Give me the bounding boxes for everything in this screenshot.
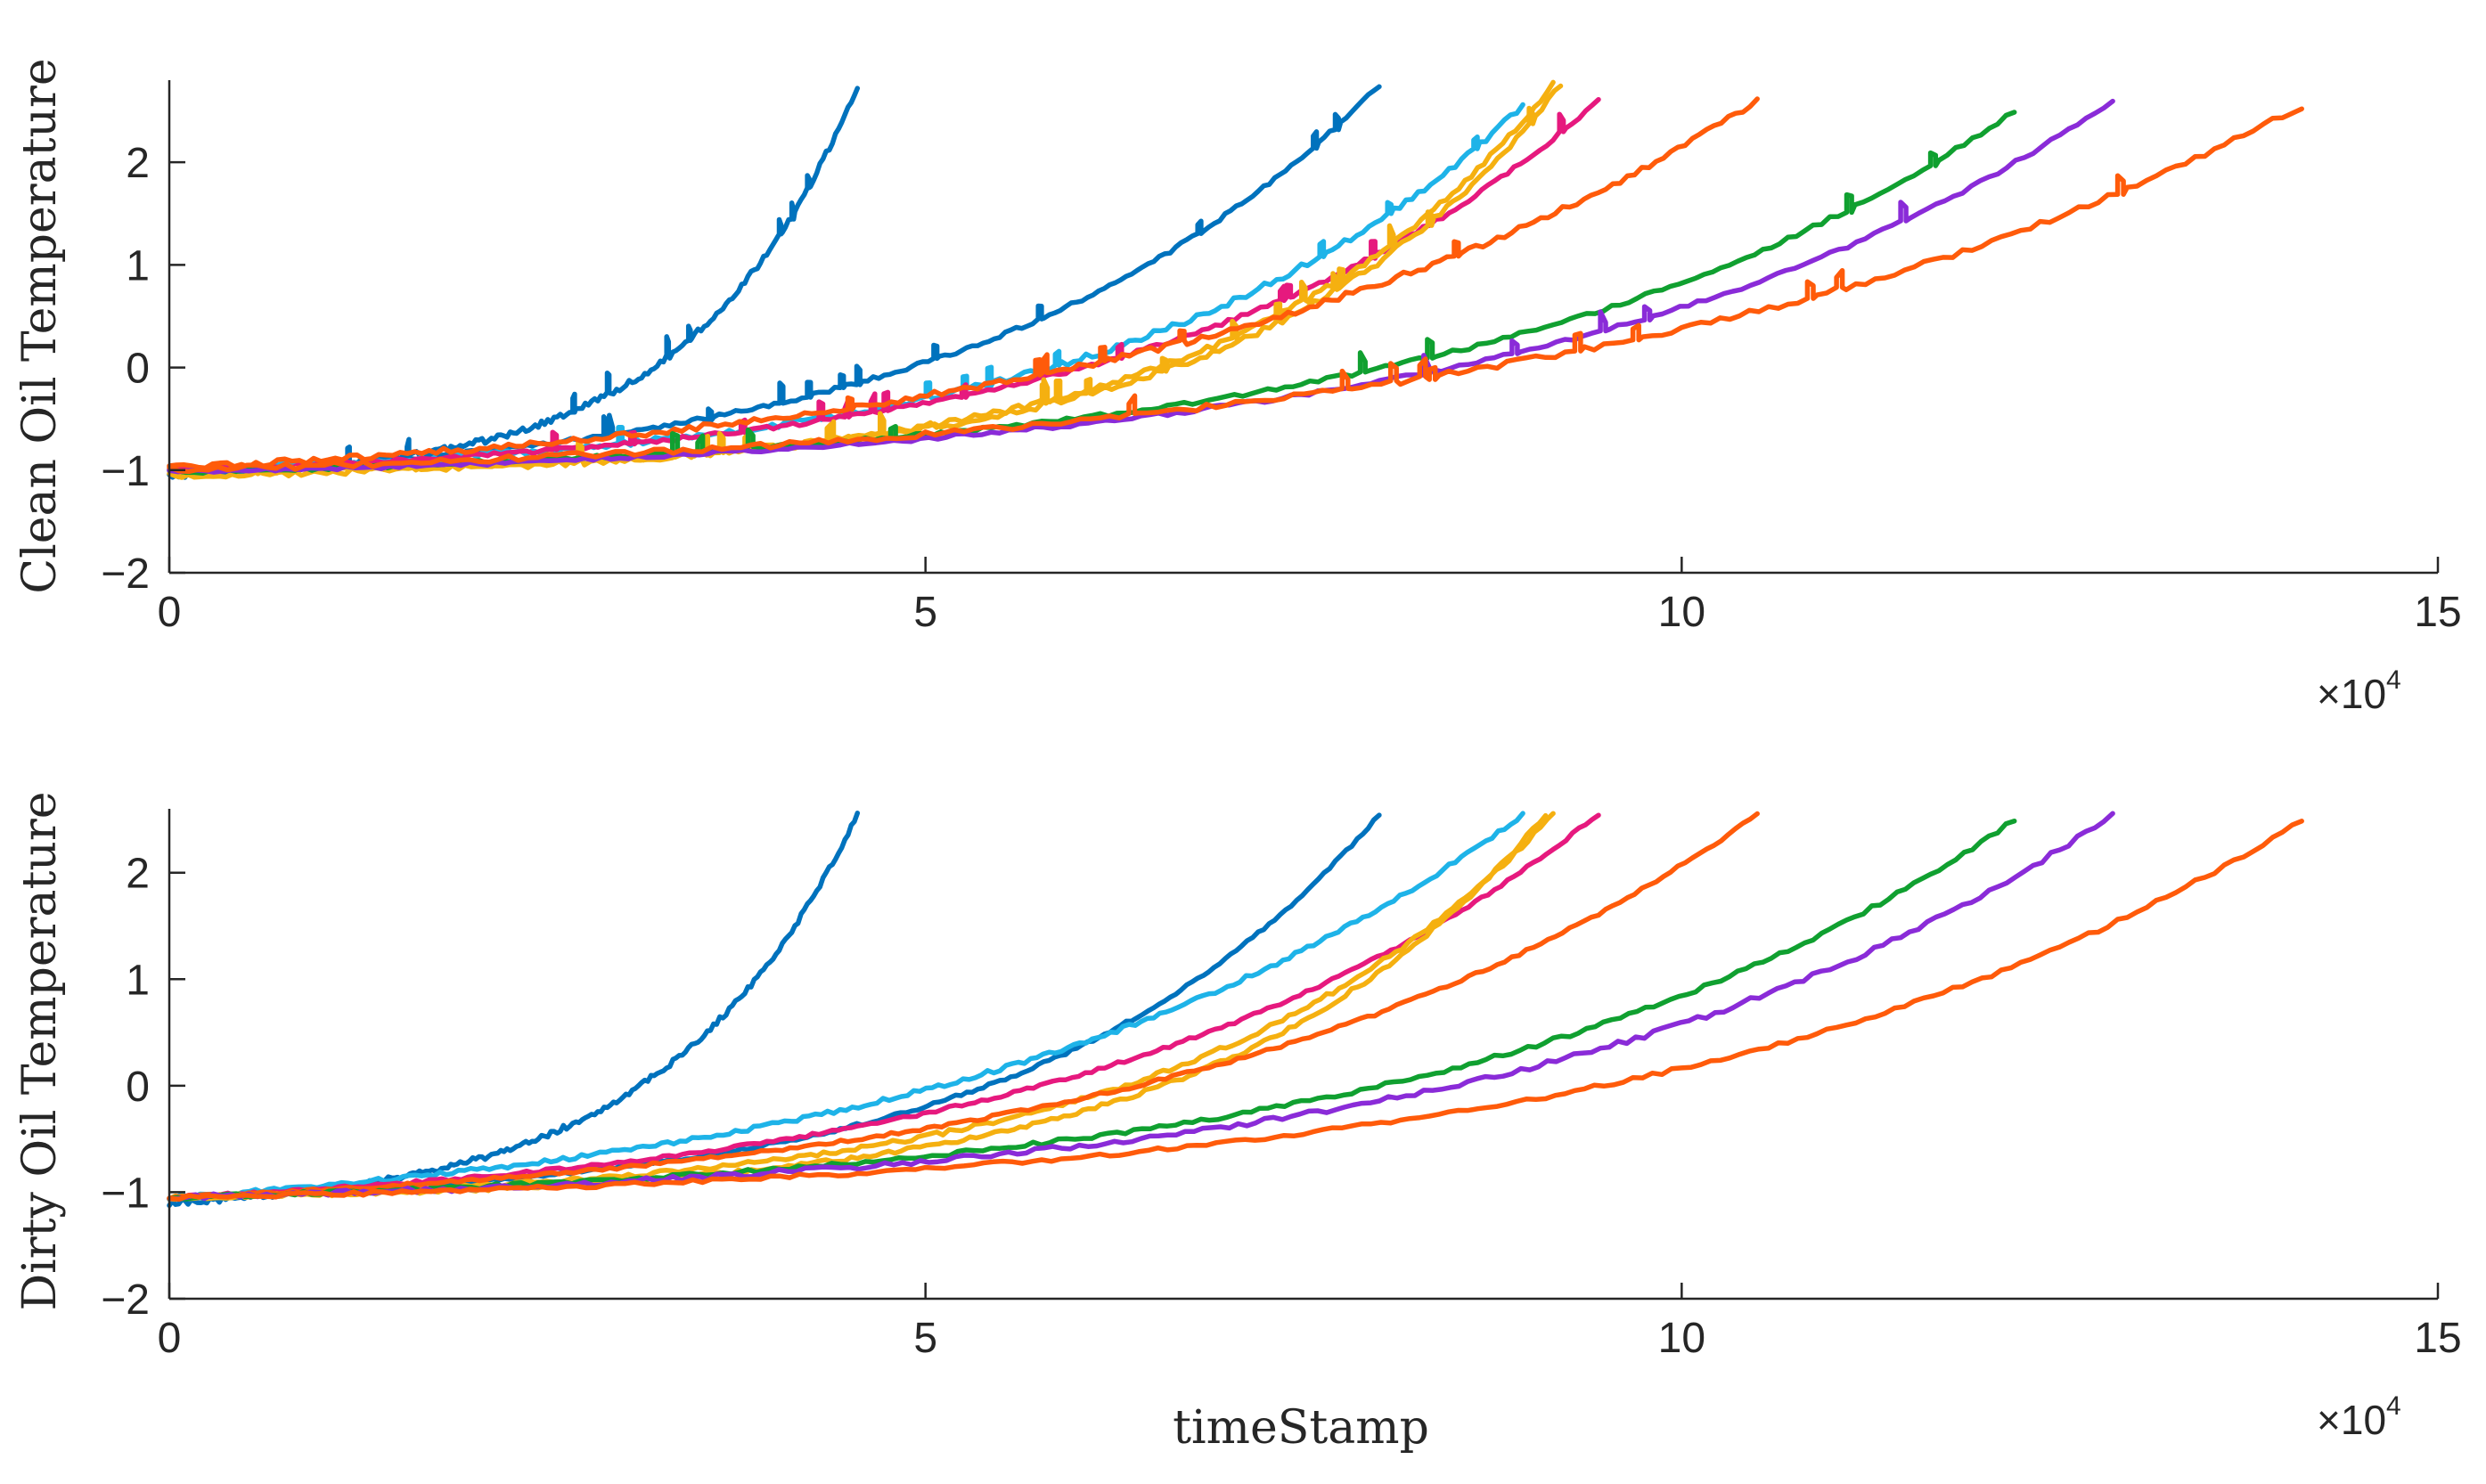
x-tick-label: 15 xyxy=(2414,589,2461,636)
clean-oil-ticks: 0 5 10 15 −2 −1 0 1 2 xyxy=(101,140,2461,636)
y-tick-label: 0 xyxy=(126,346,150,393)
x-tick-label: 5 xyxy=(913,1315,937,1362)
series-unit-9 xyxy=(167,98,2115,475)
series-unit-9 xyxy=(167,811,2115,1202)
clean-oil-multiplier-base: ×10 xyxy=(2317,671,2386,717)
y-tick-label: 2 xyxy=(126,851,150,898)
clean-oil-multiplier-exponent: 4 xyxy=(2386,665,2401,695)
y-tick-label: −2 xyxy=(101,550,150,598)
dirty-oil-series xyxy=(167,811,2304,1209)
y-tick-label: −1 xyxy=(101,1170,150,1217)
y-tick-label: 1 xyxy=(126,957,150,1004)
y-tick-label: 0 xyxy=(126,1064,150,1111)
dirty-oil-multiplier-exponent: 4 xyxy=(2386,1391,2401,1421)
y-tick-label: 1 xyxy=(126,242,150,289)
x-tick-label: 0 xyxy=(158,589,182,636)
series-unit-6 xyxy=(167,83,1564,477)
x-tick-label: 10 xyxy=(1658,589,1705,636)
x-tick-label: 15 xyxy=(2414,1315,2461,1362)
dirty-oil-multiplier-base: ×10 xyxy=(2317,1397,2386,1443)
dirty-oil-panel: 0 5 10 15 −2 −1 0 1 2 Dirty Oil Temperature time… xyxy=(13,791,2462,1455)
x-tick-label: 10 xyxy=(1658,1315,1705,1362)
y-tick-label: −1 xyxy=(101,448,150,495)
clean-oil-x-multiplier: ×104 xyxy=(2317,665,2401,717)
x-tick-label: 5 xyxy=(913,589,937,636)
series-unit-7 xyxy=(167,96,1760,471)
series-unit-7 xyxy=(167,811,1760,1202)
dirty-oil-ticks: 0 5 10 15 −2 −1 0 1 2 xyxy=(101,851,2461,1362)
x-tick-label: 0 xyxy=(158,1315,182,1362)
clean-oil-series xyxy=(167,79,2304,480)
clean-oil-panel: 0 5 10 15 −2 −1 0 1 2 Clean Oil Temperature ×104 xyxy=(13,58,2462,717)
y-tick-label: 2 xyxy=(126,140,150,187)
dirty-oil-y-label: Dirty Oil Temperature xyxy=(13,791,67,1310)
clean-oil-y-label: Clean Oil Temperature xyxy=(13,58,67,593)
x-axis-label: timeStamp xyxy=(1173,1401,1429,1455)
series-unit-3 xyxy=(167,811,1525,1203)
y-tick-label: −2 xyxy=(101,1276,150,1324)
series-unit-10 xyxy=(167,106,2304,475)
series-unit-8 xyxy=(167,818,2017,1202)
series-unit-10 xyxy=(167,819,2304,1203)
dirty-oil-x-multiplier: ×104 xyxy=(2317,1391,2401,1443)
